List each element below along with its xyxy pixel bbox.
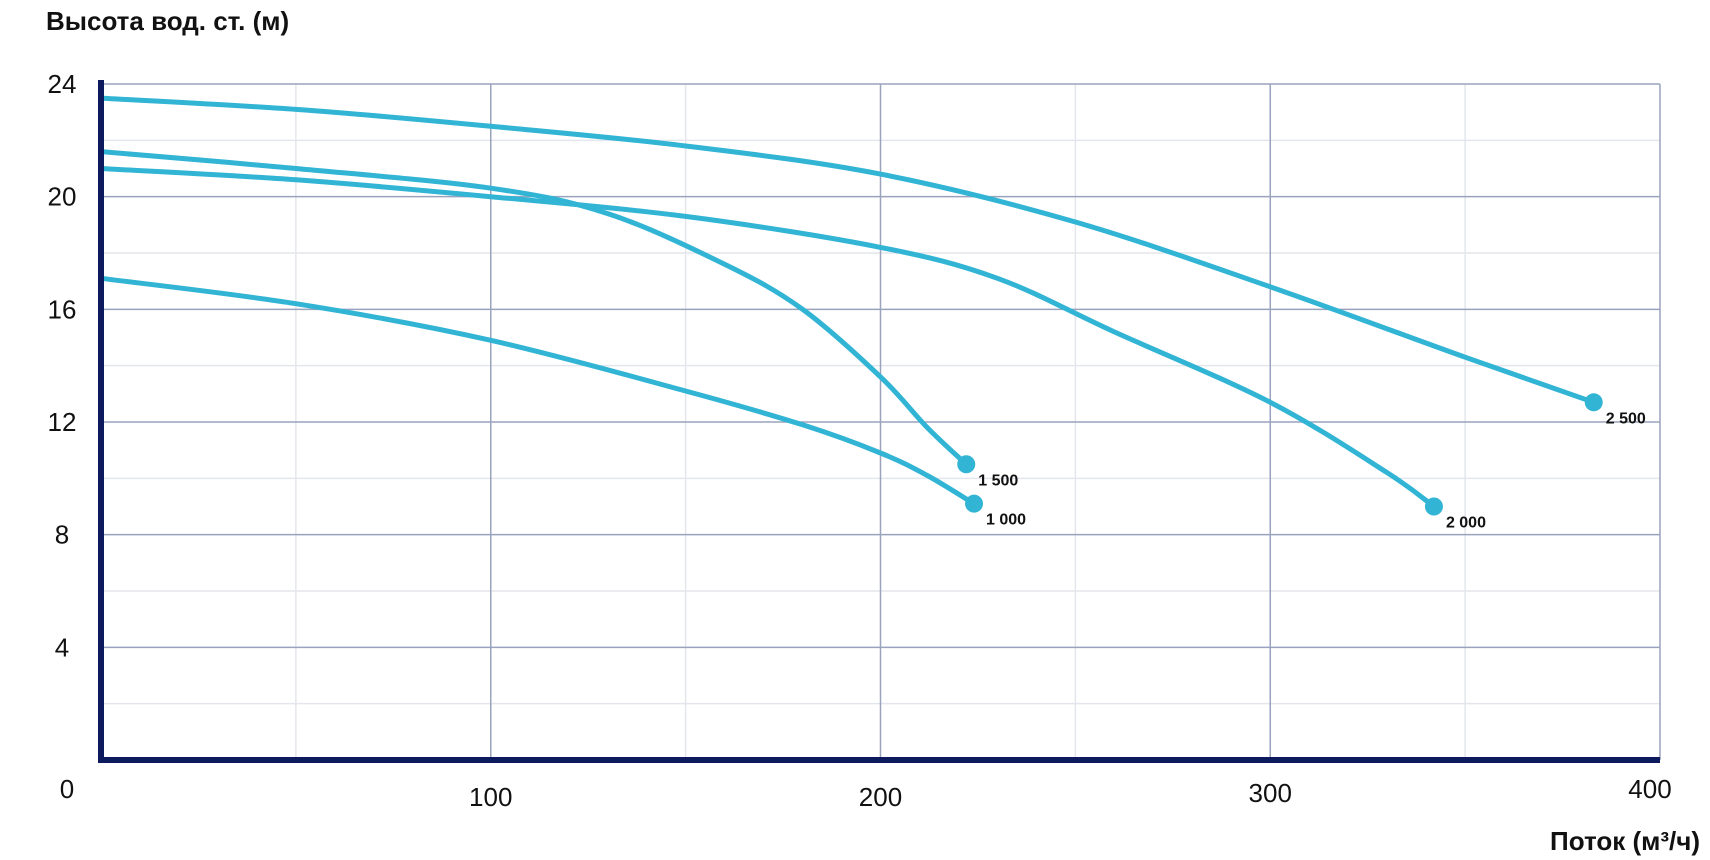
y-tick-label: 20 [48,182,77,212]
y-tick-label: 12 [48,407,77,437]
x-axis-title: Поток (м³/ч) [1550,826,1700,856]
x-tick-label: 300 [1249,778,1292,808]
tick-labels: 4 8 12 16 20 24 0 100 200 300 400 [48,69,1672,812]
x-tick-label: 0 [60,774,74,804]
series-line-0 [98,275,977,507]
x-tick-label: 100 [469,782,512,812]
y-tick-label: 4 [55,632,69,662]
series-label-3: 2 500 [1606,410,1646,427]
series-layer: 1 000 1 500 2 000 2 500 [98,95,1646,532]
series-line-2 [98,166,1437,509]
x-tick-label: 400 [1628,774,1671,804]
y-tick-label: 24 [48,69,77,99]
series-label-0: 1 000 [986,512,1026,529]
axes [98,80,1660,763]
series-line-1 [98,149,969,467]
y-axis-title: Высота вод. ст. (м) [46,6,289,36]
y-tick-label: 8 [55,520,69,550]
series-line-3 [98,95,1597,405]
major-grid [101,83,1661,760]
series-label-2: 2 000 [1446,515,1486,532]
series-end-point-2 [1424,497,1443,516]
series-end-point-0 [965,494,984,513]
series-label-1: 1 500 [978,472,1018,489]
x-tick-label: 200 [859,782,902,812]
y-tick-label: 16 [48,294,77,324]
series-end-point-3 [1584,393,1603,412]
series-end-point-1 [957,455,976,474]
